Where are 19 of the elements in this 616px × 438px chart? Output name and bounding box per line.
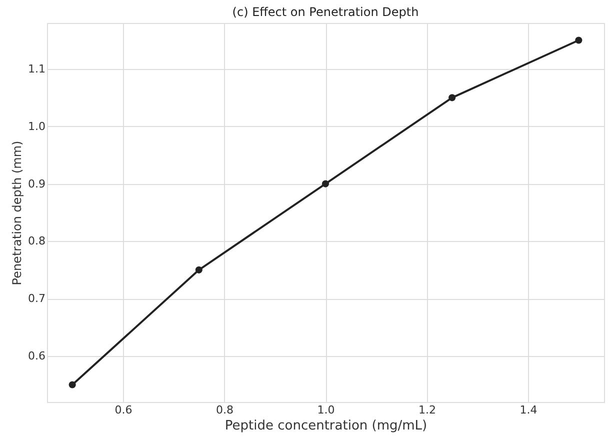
y-tick-label: 0.8 bbox=[28, 234, 46, 248]
y-tick-label: 0.9 bbox=[28, 177, 46, 190]
point bbox=[448, 94, 456, 102]
point bbox=[195, 266, 202, 274]
y-axis-title: Penetration depth (mm) bbox=[10, 140, 24, 286]
x-tick-label: 1.0 bbox=[317, 404, 335, 416]
y-tick-label: 1.1 bbox=[28, 62, 46, 76]
x-tick-label: 0.8 bbox=[216, 404, 234, 416]
point bbox=[68, 381, 76, 388]
chart-title: (c) Effect on Penetration Depth bbox=[232, 5, 419, 19]
y-tick-label: 0.7 bbox=[28, 292, 46, 306]
x-tick-label: 0.6 bbox=[114, 404, 132, 416]
point bbox=[322, 180, 330, 188]
x-tick-label: 1.2 bbox=[418, 404, 436, 416]
x-axis-title: Peptide concentration (mg/mL) bbox=[224, 418, 428, 434]
x-tick-label: 1.4 bbox=[520, 404, 538, 416]
y-tick-label: 0.6 bbox=[28, 350, 46, 363]
y-tick-label: 1.0 bbox=[28, 120, 46, 133]
point bbox=[575, 36, 582, 44]
